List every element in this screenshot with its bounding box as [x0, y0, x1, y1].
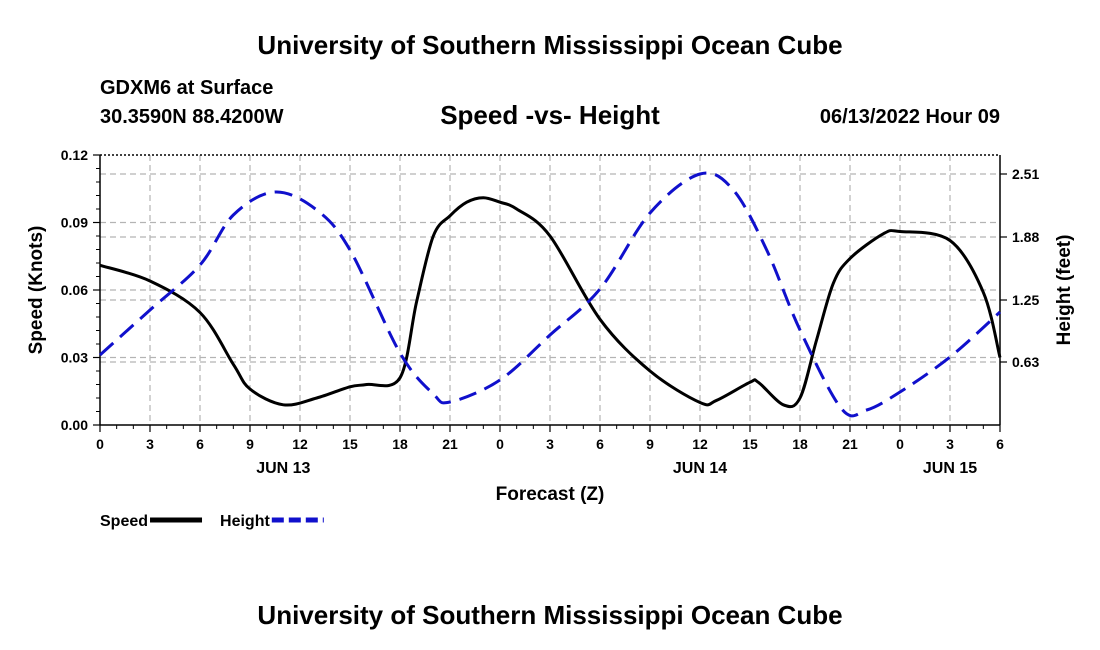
- legend-label: Speed: [100, 513, 148, 530]
- x-tick-label: 6: [996, 436, 1004, 452]
- station-label: GDXM6 at Surface: [100, 77, 274, 99]
- date-label: JUN 13: [256, 460, 310, 477]
- x-tick-label: 12: [292, 436, 308, 452]
- y2-tick-label: 1.25: [1012, 292, 1039, 308]
- x-tick-label: 15: [342, 436, 358, 452]
- series-line-height: [98, 171, 1002, 418]
- x-tick-label: 0: [896, 436, 904, 452]
- y2-tick-label: 0.63: [1012, 354, 1039, 370]
- x-tick-label: 21: [842, 436, 858, 452]
- x-tick-label: 12: [692, 436, 708, 452]
- y-tick-label: 0.06: [61, 282, 88, 298]
- x-tick-label: 9: [246, 436, 254, 452]
- series-line-speed: [99, 196, 1002, 409]
- y2-tick-label: 2.51: [1012, 166, 1039, 182]
- date-label: JUN 14: [673, 460, 727, 477]
- y2-axis-title: Height (feet): [1054, 235, 1075, 346]
- x-tick-label: 18: [392, 436, 408, 452]
- y-tick-label: 0.00: [61, 417, 88, 433]
- y-tick-label: 0.09: [61, 215, 88, 231]
- footer-title: University of Southern Mississippi Ocean…: [257, 600, 843, 630]
- x-tick-label: 18: [792, 436, 808, 452]
- x-tick-label: 0: [96, 436, 104, 452]
- x-tick-label: 9: [646, 436, 654, 452]
- y2-tick-label: 1.88: [1012, 229, 1039, 245]
- coordinates-label: 30.3590N 88.4200W: [100, 106, 284, 128]
- x-tick-label: 15: [742, 436, 758, 452]
- x-tick-label: 0: [496, 436, 504, 452]
- x-tick-label: 6: [596, 436, 604, 452]
- x-tick-label: 21: [442, 436, 458, 452]
- y-tick-label: 0.12: [61, 147, 88, 163]
- x-tick-label: 3: [946, 436, 954, 452]
- x-axis-title: Forecast (Z): [496, 484, 605, 505]
- chart-subtitle: Speed -vs- Height: [440, 100, 660, 130]
- y-tick-label: 0.03: [61, 350, 88, 366]
- forecast-datetime: 06/13/2022 Hour 09: [819, 106, 1000, 128]
- x-tick-label: 6: [196, 436, 204, 452]
- x-tick-label: 3: [546, 436, 554, 452]
- y-axis-title: Speed (Knots): [26, 226, 47, 355]
- date-label: JUN 15: [923, 460, 977, 477]
- legend-label: Height: [220, 513, 270, 530]
- x-tick-label: 3: [146, 436, 154, 452]
- page-title: University of Southern Mississippi Ocean…: [257, 30, 843, 60]
